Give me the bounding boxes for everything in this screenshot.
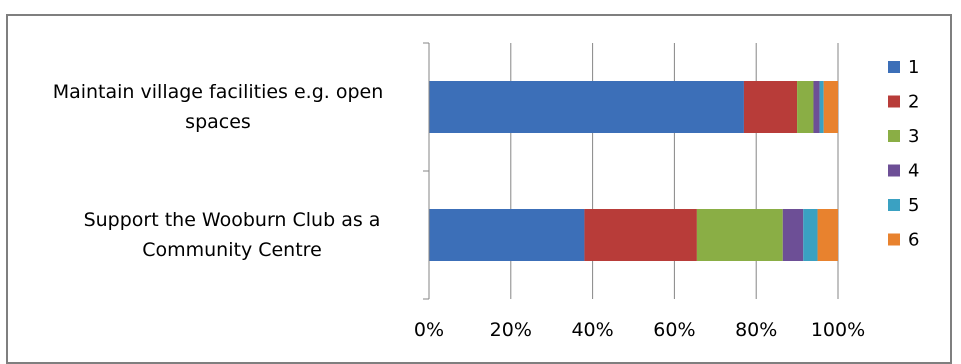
x-tick-label-3: 60% <box>653 319 695 341</box>
legend-swatch-1 <box>888 95 900 108</box>
bar-segment-c0-s5 <box>823 81 838 133</box>
bar-segment-c1-s0 <box>429 209 585 261</box>
bar-segment-c0-s4 <box>819 81 824 133</box>
legend-swatch-2 <box>888 130 900 142</box>
bar-segment-c1-s3 <box>782 209 804 261</box>
legend-label-2: 3 <box>908 126 919 147</box>
legend-swatch-4 <box>888 199 900 211</box>
legend-swatch-5 <box>888 233 900 246</box>
legend-label-0: 1 <box>908 57 919 78</box>
legend-swatch-0 <box>888 61 900 73</box>
category-label-1-line-2: Community Centre <box>142 239 322 261</box>
bar-segment-c0-s1 <box>743 81 798 133</box>
bar-segment-c1-s1 <box>584 209 697 261</box>
bar-segment-c1-s5 <box>817 209 838 261</box>
x-tick-label-2: 40% <box>571 319 613 341</box>
legend-label-1: 2 <box>908 92 919 113</box>
bar-segment-c0-s3 <box>813 81 820 133</box>
x-tick-label-0: 0% <box>414 319 444 341</box>
x-tick-label-1: 20% <box>490 319 532 341</box>
legend-label-5: 6 <box>908 230 919 251</box>
chart-frame <box>6 14 952 364</box>
legend-label-4: 5 <box>908 195 919 216</box>
x-tick-label-5: 100% <box>811 319 865 341</box>
category-label-1-line-1: Support the Wooburn Club as a <box>83 209 381 231</box>
bar-segment-c1-s2 <box>696 209 783 261</box>
legend-label-3: 4 <box>908 161 919 182</box>
x-tick-label-4: 80% <box>735 319 777 341</box>
bar-segment-c0-s2 <box>797 81 814 133</box>
category-label-0: Maintain village facilities e.g. open sp… <box>18 77 418 137</box>
category-label-0-line-1: Maintain village facilities e.g. open <box>52 81 384 103</box>
bar-segment-c0-s0 <box>429 81 744 133</box>
category-label-1: Support the Wooburn Club as a Community … <box>32 205 432 265</box>
bar-segment-c1-s4 <box>803 209 818 261</box>
category-label-0-line-2: spaces <box>185 111 251 133</box>
legend-swatch-3 <box>888 164 900 177</box>
